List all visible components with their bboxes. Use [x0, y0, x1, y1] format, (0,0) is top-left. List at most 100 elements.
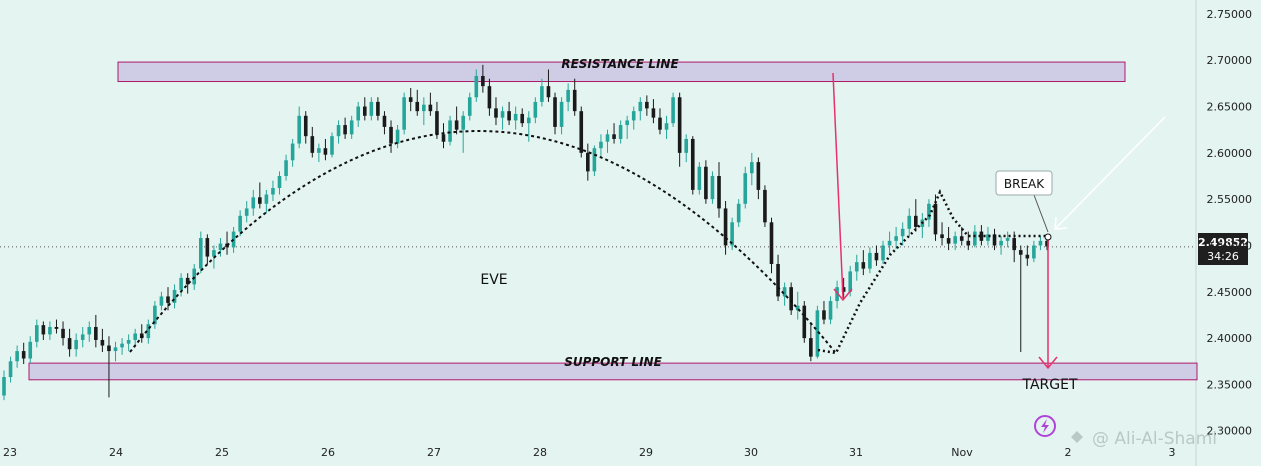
- candle: [533, 97, 538, 124]
- candle: [369, 97, 374, 121]
- price-tick-label: 2.50000: [1207, 239, 1253, 252]
- candle: [946, 226, 951, 251]
- candle: [441, 123, 446, 149]
- candle: [448, 115, 452, 146]
- candle: [474, 69, 479, 102]
- candle: [559, 97, 564, 135]
- candle: [966, 231, 971, 251]
- candle: [690, 136, 695, 195]
- candle: [28, 336, 33, 364]
- candle: [677, 92, 682, 167]
- candle: [861, 250, 866, 276]
- candle: [618, 120, 623, 144]
- support-zone[interactable]: [28, 362, 1198, 381]
- candle: [782, 282, 787, 306]
- candle: [710, 171, 715, 204]
- candle: [599, 134, 603, 158]
- watermark-text: @ Ali-Al-Shami: [1092, 429, 1217, 449]
- candle: [1032, 240, 1036, 263]
- watermark: @ Ali-Al-Shami: [1034, 415, 1217, 449]
- time-tick-label: 24: [109, 446, 123, 459]
- candle: [999, 236, 1003, 255]
- candle: [776, 254, 780, 302]
- eve-arc-path[interactable]: [129, 130, 836, 353]
- time-tick-label: 3: [1169, 446, 1176, 459]
- diamond-logo-icon: [1071, 431, 1083, 443]
- candle: [979, 225, 984, 246]
- candle: [258, 182, 262, 209]
- candle: [376, 97, 380, 121]
- time-axis[interactable]: 23 24 25 26 27 28 29 30 31 Nov 2 3: [3, 446, 1176, 459]
- candle: [100, 328, 105, 352]
- candle: [454, 106, 459, 135]
- candle: [277, 171, 282, 195]
- candle: [658, 108, 662, 135]
- candle: [631, 106, 636, 130]
- candle: [717, 162, 721, 218]
- candle: [914, 199, 918, 232]
- candle: [8, 356, 13, 383]
- candle: [894, 226, 898, 250]
- candle: [87, 321, 92, 342]
- candle: [513, 106, 518, 130]
- resistance-zone[interactable]: [117, 61, 1126, 83]
- candle: [625, 115, 629, 139]
- candle: [172, 284, 177, 309]
- arrow-head-icon: [833, 288, 853, 302]
- price-tick-label: 2.45000: [1207, 286, 1253, 299]
- price-tick-label: 2.75000: [1207, 8, 1253, 21]
- candle: [133, 328, 137, 348]
- candle: [743, 166, 748, 209]
- time-tick-label: 29: [639, 446, 653, 459]
- price-tick-label: 2.60000: [1207, 147, 1253, 160]
- break-pointer-arrow[interactable]: [1054, 116, 1166, 230]
- candle: [343, 117, 347, 139]
- candle: [795, 291, 800, 320]
- candle: [841, 277, 846, 300]
- candle: [113, 341, 118, 362]
- candle: [467, 92, 472, 121]
- callout-pointer: [1033, 194, 1049, 233]
- candle: [251, 189, 256, 216]
- candle: [664, 115, 669, 139]
- arrow-head-icon: [1038, 356, 1058, 370]
- candle: [697, 162, 702, 195]
- break-label: BREAK: [1004, 177, 1045, 191]
- candle: [67, 328, 72, 357]
- candle: [34, 319, 39, 348]
- candle: [553, 92, 557, 135]
- candle: [868, 247, 872, 274]
- candle: [159, 291, 164, 311]
- candle: [645, 95, 649, 116]
- candle: [520, 108, 525, 127]
- candle: [94, 314, 98, 348]
- candle: [730, 217, 734, 251]
- candle: [605, 129, 610, 153]
- candle: [828, 296, 833, 325]
- candle: [494, 97, 498, 126]
- break-point-marker[interactable]: [1044, 233, 1052, 241]
- candle: [48, 321, 52, 340]
- candle: [290, 138, 295, 167]
- candle: [638, 97, 643, 121]
- move-down-arrow[interactable]: [832, 72, 844, 299]
- candle: [887, 231, 892, 255]
- candle: [809, 324, 813, 362]
- candle: [986, 226, 990, 246]
- candle: [2, 370, 6, 401]
- price-axis[interactable]: 2.75000 2.70000 2.65000 2.60000 2.55000 2.500…: [1207, 8, 1253, 438]
- candle: [1038, 236, 1043, 251]
- time-tick-label: 25: [215, 446, 229, 459]
- candle: [546, 69, 551, 102]
- candle: [362, 97, 367, 121]
- candle: [415, 89, 420, 116]
- candle: [382, 111, 387, 135]
- candle: [284, 154, 288, 181]
- candle: [487, 78, 492, 116]
- candle: [992, 228, 997, 251]
- adam-pattern-path[interactable]: [817, 189, 1048, 355]
- candle: [435, 101, 439, 139]
- break-callout[interactable]: [995, 170, 1053, 196]
